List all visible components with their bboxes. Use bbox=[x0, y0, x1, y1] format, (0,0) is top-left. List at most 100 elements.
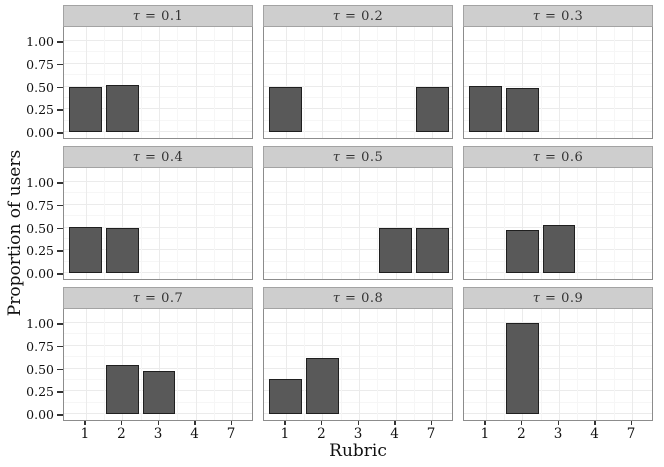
facet-strip: τ = 0.6 bbox=[463, 146, 653, 168]
x-tick-label: 1 bbox=[480, 426, 490, 442]
x-tick-label: 4 bbox=[390, 426, 399, 442]
gridline-y bbox=[64, 249, 252, 251]
gridline-y bbox=[464, 378, 652, 380]
gridline-y bbox=[464, 119, 652, 121]
gridline-x bbox=[159, 27, 160, 138]
gridline-x bbox=[85, 168, 87, 279]
facet-panel bbox=[263, 168, 453, 280]
gridline-x-minor bbox=[340, 27, 342, 138]
gridline-y bbox=[464, 215, 652, 217]
gridline-x bbox=[195, 309, 197, 420]
bar bbox=[106, 364, 139, 414]
x-tick-mark bbox=[230, 421, 233, 425]
gridline-x bbox=[432, 27, 434, 138]
gridline-x-minor bbox=[613, 27, 615, 138]
facet-strip: τ = 0.1 bbox=[63, 5, 253, 27]
gridline-y bbox=[64, 108, 252, 110]
gridline-y bbox=[264, 260, 452, 262]
gridline-x-minor bbox=[213, 309, 215, 420]
y-tick-label: 0.00 bbox=[26, 125, 54, 140]
gridline-y bbox=[264, 237, 452, 239]
gridline-x bbox=[395, 168, 397, 279]
gridline-y bbox=[64, 203, 252, 205]
gridline-x bbox=[359, 27, 360, 138]
gridline-x-minor bbox=[577, 168, 579, 279]
y-tick-label: 0.75 bbox=[26, 56, 54, 72]
gridline-x bbox=[485, 168, 487, 279]
facet: τ = 0.8 bbox=[263, 287, 453, 421]
gridline-x bbox=[485, 309, 487, 420]
gridline-x-minor bbox=[504, 27, 506, 138]
x-tick-label: 7 bbox=[426, 426, 436, 442]
x-tick-mark bbox=[430, 421, 433, 425]
gridline-x-minor bbox=[504, 168, 506, 279]
facet-strip: τ = 0.7 bbox=[63, 287, 253, 309]
gridline-x-minor bbox=[177, 27, 179, 138]
gridline-x bbox=[632, 309, 634, 420]
gridline-x bbox=[285, 27, 287, 138]
facet-label: τ = 0.6 bbox=[532, 149, 584, 165]
gridline-x bbox=[595, 27, 597, 138]
y-tick-label: 0.00 bbox=[26, 407, 54, 422]
gridline-x-minor bbox=[140, 309, 142, 420]
y-tick-label: 0.25 bbox=[26, 243, 54, 259]
gridline-x bbox=[195, 27, 197, 138]
gridline-x bbox=[159, 168, 160, 279]
y-tick-label: 0.75 bbox=[26, 197, 54, 213]
facet-panel bbox=[263, 309, 453, 421]
gridline-y bbox=[464, 401, 652, 403]
facet-strip: τ = 0.2 bbox=[263, 5, 453, 27]
gridline-x-minor bbox=[540, 27, 542, 138]
gridline-y bbox=[64, 181, 252, 182]
gridline-x bbox=[595, 168, 597, 279]
gridline-y bbox=[64, 260, 252, 262]
y-tick-mark bbox=[57, 182, 63, 184]
gridline-y bbox=[464, 74, 652, 76]
facet: τ = 0.6 bbox=[463, 146, 653, 280]
facet: τ = 0.5 bbox=[263, 146, 453, 280]
gridline-y bbox=[464, 85, 652, 87]
gridline-y bbox=[264, 51, 452, 53]
facet-label: τ = 0.1 bbox=[132, 8, 184, 24]
gridline-y bbox=[64, 40, 252, 41]
bar bbox=[269, 86, 303, 132]
gridline-x bbox=[85, 27, 87, 138]
x-tick-label: 7 bbox=[226, 426, 236, 442]
gridline-x bbox=[232, 309, 234, 420]
gridline-y bbox=[64, 344, 252, 346]
gridline-y bbox=[264, 322, 452, 323]
bar bbox=[106, 227, 139, 273]
bar bbox=[506, 230, 539, 273]
y-tick-label: 0.50 bbox=[26, 361, 54, 377]
gridline-y bbox=[64, 322, 252, 323]
gridline-x bbox=[559, 168, 560, 279]
x-tick-label: 2 bbox=[517, 426, 526, 442]
gridline-y bbox=[64, 192, 252, 194]
gridline-y bbox=[464, 96, 652, 98]
x-tick-mark bbox=[320, 421, 323, 425]
x-tick-mark bbox=[120, 421, 123, 425]
gridline-y bbox=[464, 322, 652, 323]
gridline-y bbox=[264, 378, 452, 380]
gridline-y bbox=[264, 85, 452, 87]
gridline-y bbox=[64, 51, 252, 53]
gridline-y bbox=[464, 40, 652, 41]
x-tick-label: 4 bbox=[590, 426, 599, 442]
gridline-x-minor bbox=[213, 27, 215, 138]
gridline-x bbox=[595, 309, 597, 420]
facet-strip: τ = 0.4 bbox=[63, 146, 253, 168]
y-tick-mark bbox=[57, 391, 63, 393]
gridline-x-minor bbox=[304, 27, 306, 138]
gridline-x bbox=[395, 27, 397, 138]
y-tick-mark bbox=[57, 414, 63, 416]
facet: τ = 0.1 bbox=[63, 5, 253, 139]
bar bbox=[506, 323, 539, 414]
facet-panel bbox=[263, 27, 453, 139]
gridline-x-minor bbox=[213, 168, 215, 279]
gridline-x bbox=[485, 27, 487, 138]
gridline-x bbox=[322, 168, 324, 279]
x-tick-label: 2 bbox=[317, 426, 326, 442]
gridline-x bbox=[285, 168, 287, 279]
gridline-y bbox=[264, 74, 452, 76]
gridline-y bbox=[64, 333, 252, 335]
